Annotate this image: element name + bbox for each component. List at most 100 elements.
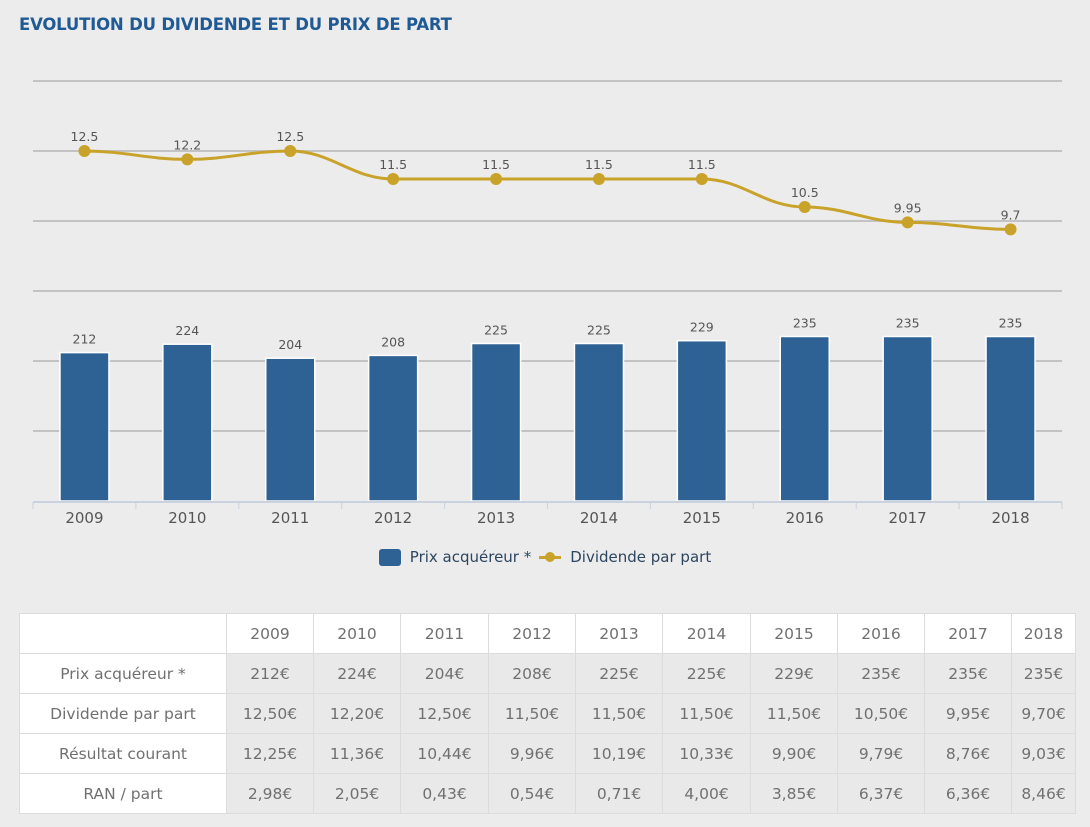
column-header: 2011 [400, 613, 489, 654]
bar-2016[interactable] [779, 335, 830, 502]
table-cell: 204€ [400, 653, 489, 694]
table-cell: 9,70€ [1011, 693, 1076, 734]
bar-2009[interactable] [59, 351, 110, 502]
table-cell: 11,50€ [575, 693, 663, 734]
dividend-point-2009[interactable] [78, 145, 91, 157]
bar-2013[interactable] [470, 342, 522, 502]
table-cell: 9,96€ [488, 733, 576, 774]
table-cell: 224€ [313, 653, 401, 694]
combo-chart: 2009 2010 2011 2012 2013 2014 2015 2016 2017 2018… [32, 80, 1063, 527]
line-value-label: 11.5 [379, 157, 407, 172]
line-value-label: 11.5 [482, 157, 510, 172]
chart-title: EVOLUTION DU DIVIDENDE ET DU PRIX DE PAR… [19, 15, 452, 34]
table-cell: 9,90€ [750, 733, 838, 774]
dividend-point-2010[interactable] [181, 153, 194, 166]
table-cell: 208€ [488, 653, 576, 694]
x-tick-label: 2014 [580, 509, 618, 527]
column-header: 2016 [837, 613, 925, 654]
table-cell: 12,25€ [226, 733, 314, 774]
bar-2017[interactable] [882, 335, 933, 502]
dividend-point-2013[interactable] [490, 173, 503, 185]
bar-value-label: 225 [484, 323, 508, 338]
bar-value-label: 208 [381, 334, 405, 349]
dividend-point-2011[interactable] [284, 145, 297, 157]
dividend-point-2012[interactable] [387, 173, 400, 185]
table-cell: 9,95€ [924, 693, 1012, 734]
data-table: 2009 2010 2011 2012 2013 2014 2015 2016 2017 2018… [19, 613, 1076, 814]
table-cell: 3,85€ [750, 773, 838, 814]
bar-2010[interactable] [162, 343, 213, 502]
table-cell: 235€ [924, 653, 1012, 694]
dividend-point-2018[interactable] [1004, 223, 1017, 236]
dividend-point-2016[interactable] [798, 201, 811, 213]
row-label: Résultat courant [19, 733, 227, 774]
line-value-label: 9.7 [1001, 207, 1021, 222]
table-cell: 4,00€ [662, 773, 751, 814]
legend-item-prix-acquereur[interactable]: Prix acquéreur * [378, 548, 532, 566]
x-axis: 2009 2010 2011 2012 2013 2014 2015 2016 2017 2018 [32, 501, 1063, 527]
x-tick-label: 2009 [65, 509, 103, 527]
legend-item-dividende[interactable]: Dividende par part [539, 548, 711, 566]
table-cell: 10,50€ [837, 693, 925, 734]
table-cell: 225€ [662, 653, 751, 694]
line-value-label: 12.5 [276, 129, 304, 144]
dividend-point-2015[interactable] [695, 173, 708, 185]
table-cell: 2,98€ [226, 773, 314, 814]
bar-2018[interactable] [985, 335, 1036, 502]
bar-2015[interactable] [676, 339, 728, 502]
table-cell: 0,71€ [575, 773, 663, 814]
column-header: 2014 [662, 613, 751, 654]
bar-2014[interactable] [573, 342, 625, 502]
table-cell: 6,36€ [924, 773, 1012, 814]
table-cell: 2,05€ [313, 773, 401, 814]
line-marker-icon [539, 549, 562, 566]
table-corner-cell [19, 613, 227, 654]
table-cell: 0,54€ [488, 773, 576, 814]
table-cell: 11,50€ [750, 693, 838, 734]
x-tick-label: 2013 [477, 509, 515, 527]
column-header: 2010 [313, 613, 401, 654]
line-value-label: 12.5 [71, 129, 99, 144]
table-row: Dividende par part 12,50€ 12,20€ 12,50€ 11,5… [19, 693, 1076, 734]
x-tick-label: 2017 [889, 509, 927, 527]
table-cell: 10,44€ [400, 733, 489, 774]
bar-2012[interactable] [367, 354, 419, 502]
table-cell: 10,33€ [662, 733, 751, 774]
table-cell: 229€ [750, 653, 838, 694]
bar-value-label: 204 [278, 337, 302, 352]
row-label: RAN / part [19, 773, 227, 814]
table-cell: 12,50€ [226, 693, 314, 734]
table-cell: 9,03€ [1011, 733, 1076, 774]
table-cell: 6,37€ [837, 773, 925, 814]
table-cell: 235€ [837, 653, 925, 694]
column-header: 2013 [575, 613, 663, 654]
bar-series-prix-acquereur [59, 335, 1036, 502]
table-cell: 235€ [1011, 653, 1076, 694]
dividend-line [84, 149, 1011, 231]
bar-value-label: 225 [587, 323, 611, 338]
legend-label: Prix acquéreur * [409, 548, 532, 566]
bar-value-label: 229 [690, 320, 714, 335]
x-tick-label: 2016 [786, 509, 824, 527]
dividend-point-2014[interactable] [592, 173, 605, 185]
column-header: 2017 [924, 613, 1012, 654]
table-cell: 11,36€ [313, 733, 401, 774]
bar-value-label: 212 [73, 332, 97, 347]
line-value-label: 11.5 [585, 157, 613, 172]
line-value-label: 11.5 [688, 157, 716, 172]
bar-2011[interactable] [265, 357, 316, 502]
table-cell: 12,50€ [400, 693, 489, 734]
bar-value-label: 235 [999, 316, 1023, 331]
table-row: Prix acquéreur * 212€ 224€ 204€ 208€ 225€ 225€… [19, 653, 1076, 694]
x-tick-label: 2012 [374, 509, 412, 527]
x-tick-label: 2011 [271, 509, 309, 527]
bar-value-label: 224 [175, 323, 199, 338]
column-header: 2012 [488, 613, 576, 654]
table-cell: 8,76€ [924, 733, 1012, 774]
table-cell: 8,46€ [1011, 773, 1076, 814]
table-cell: 225€ [575, 653, 663, 694]
dividend-point-2017[interactable] [901, 216, 914, 229]
x-tick-label: 2015 [683, 509, 721, 527]
row-label: Dividende par part [19, 693, 227, 734]
x-tick-label: 2018 [991, 509, 1029, 527]
